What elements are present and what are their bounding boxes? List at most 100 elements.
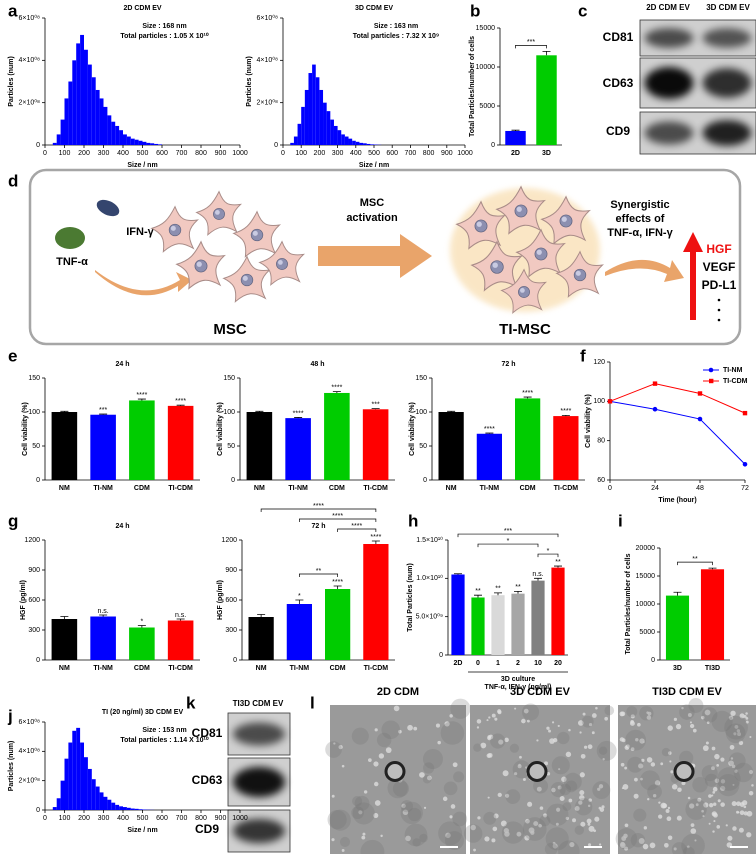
stain bbox=[702, 707, 718, 723]
histogram-bar bbox=[91, 779, 96, 810]
particle bbox=[450, 804, 456, 809]
stain bbox=[352, 802, 375, 825]
y-tick-label: 6×10⁰⁸ bbox=[256, 14, 278, 22]
particle bbox=[594, 816, 600, 822]
particle bbox=[413, 726, 418, 731]
effect-label: effects of bbox=[616, 213, 665, 225]
histogram-bar bbox=[119, 806, 123, 810]
particle bbox=[634, 777, 638, 782]
particle bbox=[341, 849, 345, 852]
stain bbox=[725, 723, 746, 744]
chart-title: 24 h bbox=[115, 523, 129, 530]
stain bbox=[354, 795, 370, 811]
bracket bbox=[337, 528, 377, 532]
particle bbox=[670, 770, 674, 774]
blot-band bbox=[644, 67, 694, 99]
bar bbox=[438, 412, 464, 480]
error-bar bbox=[454, 573, 462, 575]
particle bbox=[331, 838, 335, 842]
bar bbox=[700, 569, 725, 660]
particle bbox=[518, 763, 521, 767]
particle bbox=[690, 823, 695, 827]
particle bbox=[552, 843, 558, 849]
particle bbox=[687, 796, 691, 800]
histogram-bar bbox=[312, 64, 316, 145]
particle bbox=[720, 779, 726, 784]
stain bbox=[716, 767, 741, 791]
particle bbox=[677, 787, 682, 793]
particle bbox=[361, 835, 366, 840]
particle bbox=[402, 809, 409, 816]
y-tick-label: 1.5×10¹⁰ bbox=[416, 536, 443, 544]
error-bar bbox=[257, 614, 266, 617]
particle bbox=[569, 842, 575, 848]
panel-letter: c bbox=[578, 1, 587, 20]
stain bbox=[445, 831, 464, 851]
histogram-bar bbox=[150, 143, 155, 145]
panel-letter: b bbox=[470, 1, 480, 20]
x-tick-label: NM bbox=[59, 665, 70, 672]
particle bbox=[711, 746, 716, 751]
error-bar bbox=[294, 417, 303, 419]
bar bbox=[325, 589, 351, 660]
annotation: Size : 163 nm bbox=[374, 23, 418, 30]
y-tick-label: 0 bbox=[36, 657, 40, 664]
x-tick-label: 800 bbox=[195, 150, 207, 157]
particle bbox=[586, 818, 592, 824]
particle bbox=[580, 821, 586, 827]
stimulus-label: IFN-γ bbox=[126, 226, 154, 238]
histogram-bar bbox=[304, 89, 309, 145]
particle bbox=[633, 793, 639, 799]
annotation: Total particles : 1.05 X 10¹⁰ bbox=[120, 32, 208, 40]
histogram-bar bbox=[138, 809, 143, 810]
particle bbox=[579, 790, 585, 796]
x-tick-label: NM bbox=[59, 485, 70, 492]
histogram-bar bbox=[64, 758, 69, 810]
x-tick-label: 0 bbox=[608, 485, 612, 492]
particle bbox=[676, 815, 682, 821]
legend-label: TI-CDM bbox=[723, 378, 748, 385]
stain bbox=[533, 778, 549, 794]
particle bbox=[638, 763, 644, 769]
particle bbox=[588, 722, 593, 727]
particle bbox=[701, 809, 704, 813]
x-tick-label: 800 bbox=[195, 815, 207, 822]
y-tick-label: 2×10⁰⁸ bbox=[18, 777, 40, 785]
stain bbox=[351, 727, 369, 745]
y-tick-label: 0 bbox=[231, 477, 235, 484]
stain bbox=[522, 703, 540, 721]
particle bbox=[737, 811, 740, 814]
particle bbox=[497, 792, 502, 798]
error-bar bbox=[333, 585, 342, 589]
stain bbox=[633, 808, 647, 822]
y-tick-label: 0 bbox=[36, 477, 40, 484]
error-bar bbox=[561, 415, 570, 417]
histogram-bar bbox=[348, 138, 353, 145]
particle bbox=[720, 785, 726, 792]
particle bbox=[620, 762, 625, 767]
x-tick-label: 500 bbox=[137, 150, 149, 157]
error-bar bbox=[176, 404, 185, 406]
error-bar bbox=[371, 540, 380, 544]
x-tick-label: 24 bbox=[651, 485, 659, 492]
stain bbox=[685, 798, 707, 820]
stain bbox=[679, 704, 695, 720]
blot-band bbox=[232, 818, 286, 844]
x-tick-label: 900 bbox=[215, 815, 227, 822]
stain bbox=[412, 838, 421, 847]
x-tick-label: 2D bbox=[454, 660, 463, 667]
significance-label: **** bbox=[331, 384, 342, 391]
effect-label: Synergistic bbox=[610, 199, 669, 211]
particle bbox=[681, 706, 684, 710]
particle bbox=[620, 842, 626, 849]
y-axis-label: Particles (num) bbox=[8, 56, 15, 107]
chart-title: 24 h bbox=[115, 361, 129, 368]
error-bar bbox=[60, 410, 69, 412]
bar bbox=[90, 616, 116, 660]
particle bbox=[711, 811, 717, 817]
x-tick-label: CDM bbox=[520, 485, 536, 492]
particle bbox=[530, 830, 535, 835]
histogram-bar bbox=[56, 798, 61, 810]
particle bbox=[736, 801, 741, 807]
y-tick-label: 1.0×10¹⁰ bbox=[416, 574, 443, 582]
